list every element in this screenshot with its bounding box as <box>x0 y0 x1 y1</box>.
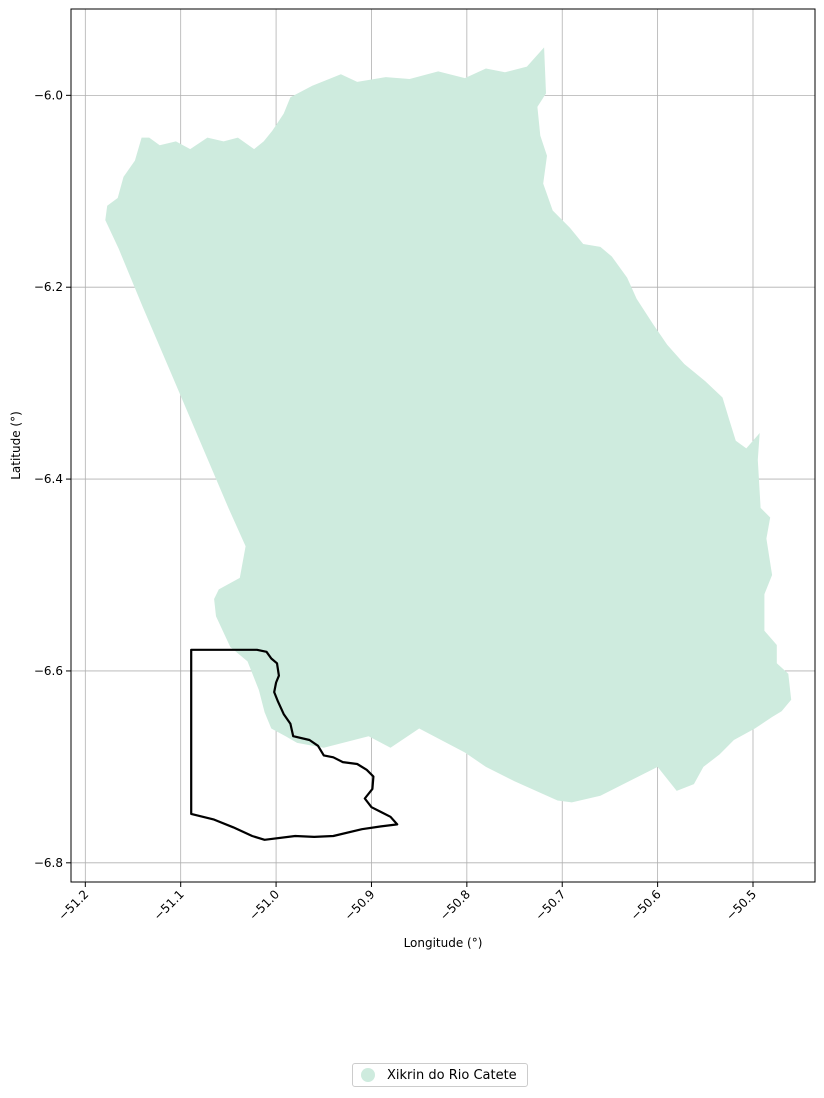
y-tick-label: −6.6 <box>34 664 63 678</box>
x-tick-label: −51.0 <box>246 887 282 923</box>
x-tick-label: −50.5 <box>723 887 759 923</box>
x-tick-label: −51.2 <box>56 887 92 923</box>
legend: Xikrin do Rio Catete <box>352 1063 528 1087</box>
x-tick-label: −50.8 <box>437 887 473 923</box>
y-tick-label: −6.8 <box>34 856 63 870</box>
map-plot: −51.2 −51.1 −51.0 −50.9 −50.8 −50.7 −50.6 −50.5… <box>9 8 816 950</box>
legend-label: Xikrin do Rio Catete <box>387 1067 517 1083</box>
x-axis-label: Longitude (°) <box>404 936 483 950</box>
x-tick-label: −50.9 <box>342 887 378 923</box>
legend-marker <box>361 1068 375 1082</box>
x-tick-label: −50.6 <box>628 887 664 923</box>
y-tick-label: −6.4 <box>34 472 63 486</box>
x-tick-label: −51.1 <box>151 887 187 923</box>
y-tick-label: −6.2 <box>34 280 63 294</box>
y-tick-label: −6.0 <box>34 88 63 102</box>
boundary-outline <box>190 648 399 841</box>
data-layer <box>105 47 792 841</box>
territory-polygon <box>105 47 792 803</box>
plot-frame <box>70 8 816 883</box>
x-tick-label: −50.7 <box>532 887 568 923</box>
y-axis-label: Latitude (°) <box>9 411 23 480</box>
